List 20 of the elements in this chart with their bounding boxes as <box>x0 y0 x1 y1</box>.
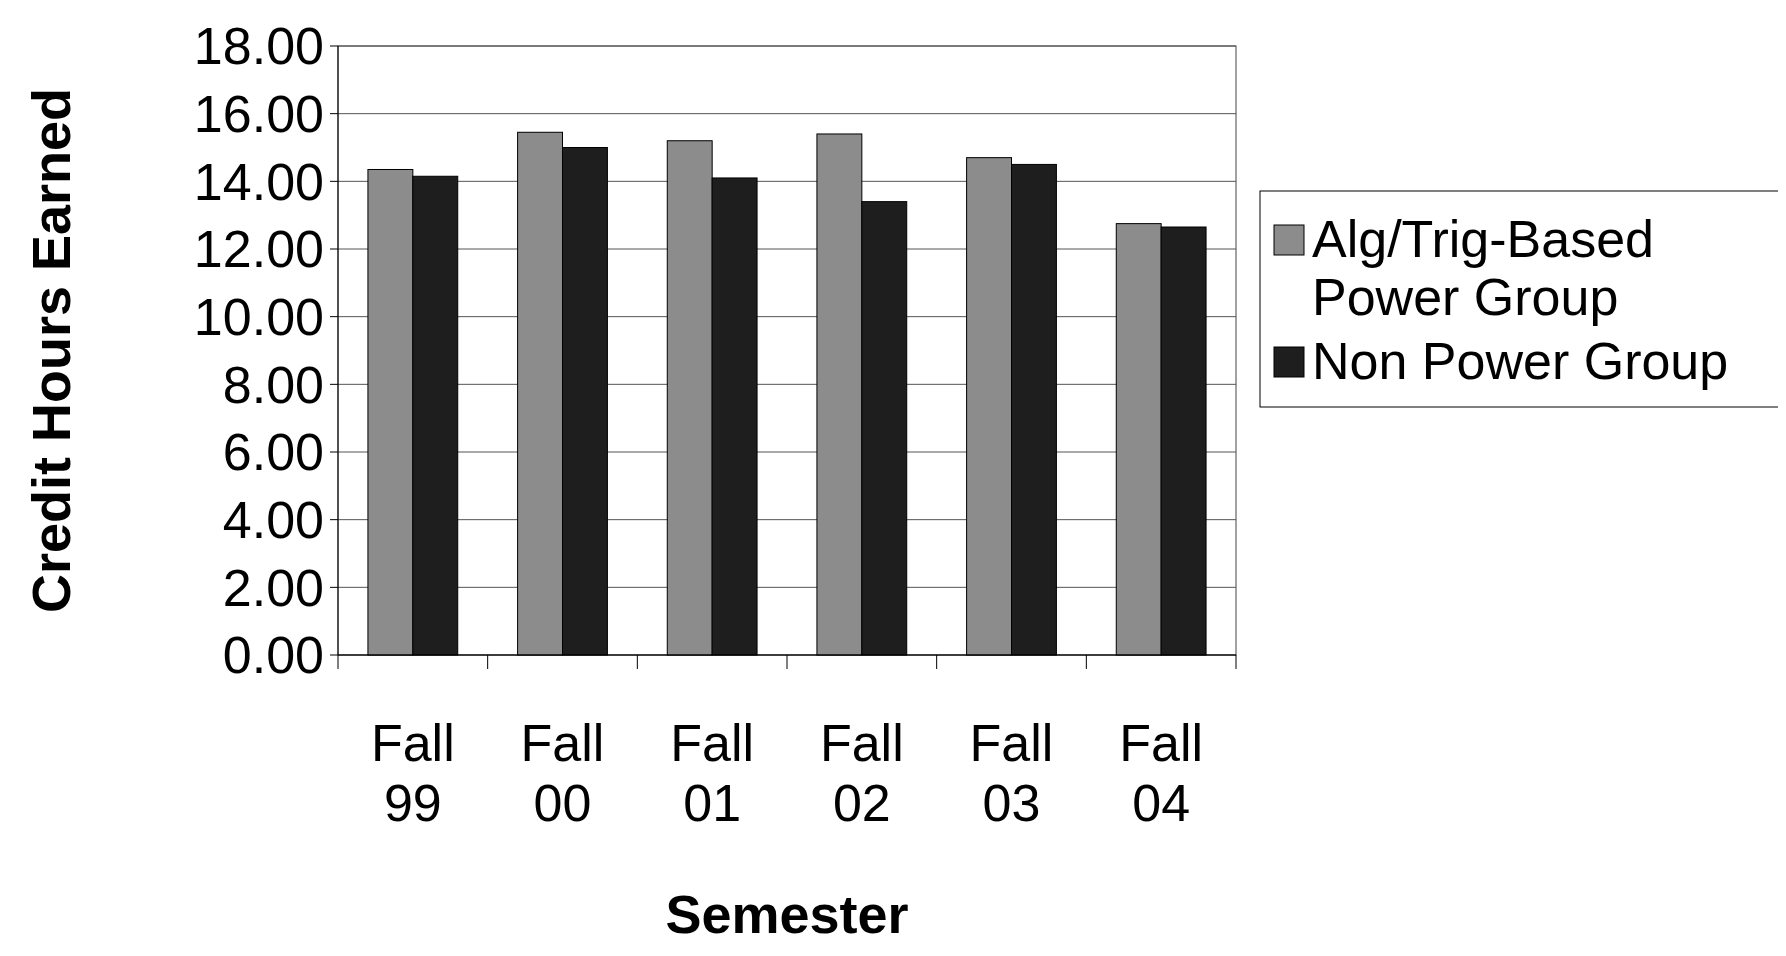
x-tick-label: Fall 00 <box>520 714 605 832</box>
y-tick-label: 14.00 <box>193 152 324 211</box>
x-tick-label: Fall 01 <box>670 714 755 832</box>
x-axis-title: Semester <box>665 884 909 944</box>
y-tick-label: 0.00 <box>222 626 324 685</box>
x-tick-label: Fall 04 <box>1119 714 1204 832</box>
y-tick-label: 2.00 <box>222 558 324 617</box>
x-tick-label: Fall 03 <box>969 714 1054 832</box>
legend-label: Alg/Trig-Based Power Group <box>1312 210 1654 326</box>
x-tick-label: Fall 99 <box>370 714 455 832</box>
x-tick-label: Fall 02 <box>819 714 904 832</box>
y-tick-label: 18.00 <box>193 17 324 76</box>
y-tick-label: 4.00 <box>222 490 324 549</box>
legend-label: Non Power Group <box>1312 332 1729 390</box>
y-tick-label: 16.00 <box>193 84 324 143</box>
y-axis-title: Credit Hours Earned <box>21 87 81 614</box>
y-tick-label: 12.00 <box>193 220 324 279</box>
y-tick-label: 10.00 <box>193 287 324 346</box>
y-tick-label: 6.00 <box>222 423 324 482</box>
y-tick-label: 8.00 <box>222 355 324 414</box>
